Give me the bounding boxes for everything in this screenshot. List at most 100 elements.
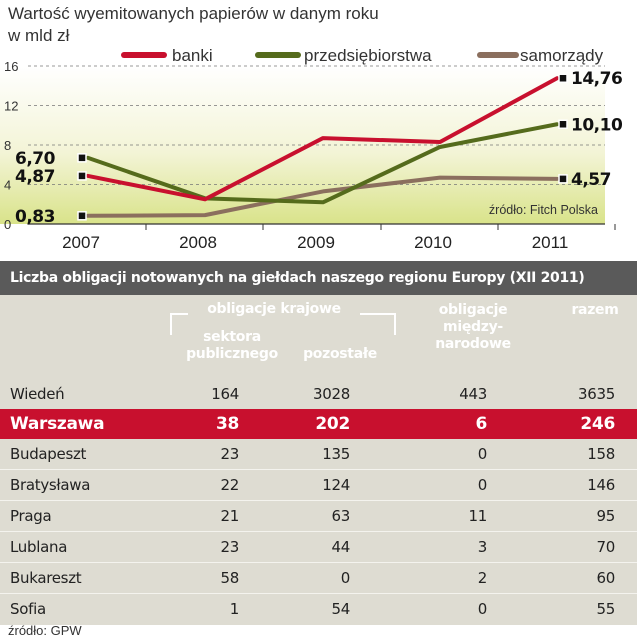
- legend-label: przedsiębiorstwa: [304, 46, 432, 65]
- cell-public: 23: [220, 445, 240, 463]
- header-international-line3: narodowe: [435, 336, 511, 352]
- cell-total: 3635: [578, 385, 615, 403]
- header-domestic: obligacje krajowe: [207, 301, 341, 317]
- data-marker: [558, 174, 568, 184]
- data-label: 4,87: [15, 167, 55, 187]
- table-body: Wiedeń 164 3028 443 3635 Warszawa 38 202 6 246 Bud…: [0, 379, 637, 624]
- data-label: 6,70: [15, 149, 56, 169]
- cell-total: 60: [596, 569, 616, 587]
- data-marker: [77, 171, 87, 181]
- legend-label: samorządy: [520, 46, 604, 65]
- data-label: 10,10: [571, 115, 623, 135]
- header-bracket-right-side: [394, 313, 396, 335]
- cell-international: 6: [475, 414, 487, 434]
- cell-city: Praga: [10, 507, 52, 525]
- data-label: 14,76: [571, 69, 622, 89]
- cell-other: 0: [340, 569, 351, 587]
- cell-international: 11: [468, 507, 488, 525]
- bond-table: Liczba obligacji notowanych na giełdach …: [0, 261, 637, 625]
- cell-public: 164: [211, 385, 239, 403]
- cell-public: 38: [215, 414, 239, 434]
- cell-international: 0: [477, 445, 488, 463]
- cell-total: 246: [580, 414, 615, 434]
- y-tick-label: 16: [4, 59, 18, 74]
- data-markers: 6,704,87 0,83 14,76 10,10 4,57: [15, 69, 623, 227]
- cell-public: 1: [229, 600, 240, 618]
- series-line-2: [86, 175, 559, 218]
- table-row: Praga 21 63 11 95: [0, 500, 637, 531]
- header-international-line1: obligacje: [438, 302, 508, 318]
- x-tick-label: 2008: [179, 233, 217, 252]
- cell-other: 135: [322, 445, 350, 463]
- table-row: Bukareszt 58 0 2 60: [0, 562, 637, 593]
- series-line-0: [86, 76, 559, 202]
- header-public-line1: sektora: [203, 329, 261, 345]
- data-marker: [558, 119, 568, 130]
- y-tick-label: 4: [4, 178, 11, 193]
- cell-other: 63: [331, 507, 351, 525]
- cell-public: 21: [220, 507, 240, 525]
- table-source: źródło: GPW: [8, 623, 82, 638]
- cell-public: 58: [220, 569, 240, 587]
- cell-city: Wiedeń: [10, 385, 65, 403]
- table-row: Lublana 23 44 3 70: [0, 531, 637, 562]
- cell-other: 44: [331, 538, 351, 556]
- x-tick-labels: 2007 2008 2009 2010 2011: [62, 224, 616, 252]
- header-bracket-left-top: [170, 313, 188, 315]
- data-label: 0,83: [15, 207, 55, 227]
- cell-city: Sofia: [10, 600, 46, 618]
- header-bracket-left-side: [170, 313, 172, 335]
- cell-city: Lublana: [10, 538, 68, 556]
- x-tick-label: 2009: [297, 233, 335, 252]
- table-row: Bratysława 22 124 0 146: [0, 469, 637, 500]
- cell-city: Warszawa: [10, 414, 105, 434]
- x-tick-label: 2010: [414, 233, 452, 252]
- cell-international: 443: [459, 385, 487, 403]
- cell-international: 2: [477, 569, 488, 587]
- header-bracket-right-top: [360, 313, 396, 315]
- x-tick-label: 2011: [532, 233, 569, 252]
- chart-title-block: Wartość wyemitowanych papierów w danym r…: [8, 3, 379, 47]
- cell-total: 158: [587, 445, 615, 463]
- data-marker: [77, 153, 87, 163]
- header-public-line2: publicznego: [186, 346, 278, 362]
- cell-total: 146: [587, 476, 615, 494]
- header-public-sector: sektora publicznego: [174, 329, 290, 363]
- y-tick-label: 12: [4, 99, 18, 114]
- header-other: pozostałe: [303, 346, 377, 362]
- cell-other: 202: [315, 414, 350, 434]
- table-row: Sofia 1 54 0 55: [0, 593, 637, 624]
- series-lines: [86, 76, 559, 218]
- cell-international: 0: [477, 476, 488, 494]
- line-chart: 0 4 8 12 16 2007 2008 2009 2010 2011 6,704,87 0,8…: [0, 46, 623, 252]
- cell-city: Bukareszt: [10, 569, 82, 587]
- table-row: Warszawa 38 202 6 246: [0, 409, 637, 439]
- data-marker: [77, 211, 87, 221]
- cell-international: 3: [477, 538, 488, 556]
- data-marker: [558, 73, 568, 83]
- x-tick-label: 2007: [62, 233, 100, 252]
- chart-title: Wartość wyemitowanych papierów w danym r…: [8, 4, 379, 23]
- cell-total: 70: [596, 538, 616, 556]
- y-tick-labels: 0 4 8 12 16: [4, 59, 18, 232]
- cell-total: 55: [596, 600, 616, 618]
- y-tick-label: 0: [4, 217, 11, 232]
- table-title: Liczba obligacji notowanych na giełdach …: [0, 261, 637, 295]
- cell-city: Bratysława: [10, 476, 91, 494]
- cell-other: 124: [322, 476, 350, 494]
- y-tick-label: 8: [4, 138, 11, 153]
- cell-city: Budapeszt: [10, 445, 87, 463]
- header-international: obligacje między- narodowe: [418, 302, 528, 353]
- cell-other: 54: [331, 600, 351, 618]
- header-international-line2: między-: [443, 319, 503, 335]
- y-axis-unit: w mld zł: [8, 26, 70, 45]
- cell-public: 23: [220, 538, 240, 556]
- cell-international: 0: [477, 600, 488, 618]
- data-label: 4,57: [571, 170, 611, 190]
- table-row: Wiedeń 164 3028 443 3635: [0, 379, 637, 409]
- header-total: razem: [571, 302, 619, 318]
- legend-label: banki: [172, 46, 213, 65]
- table-row: Budapeszt 23 135 0 158: [0, 439, 637, 469]
- cell-other: 3028: [313, 385, 350, 403]
- cell-total: 95: [596, 507, 616, 525]
